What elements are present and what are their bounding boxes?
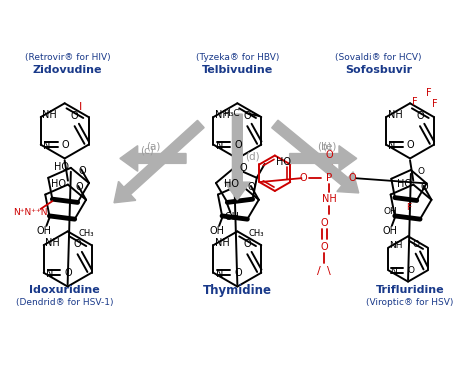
Text: (Retrovir® for HIV): (Retrovir® for HIV) [25, 53, 110, 62]
Text: (Viroptic® for HSV): (Viroptic® for HSV) [366, 298, 454, 307]
Text: O: O [417, 167, 424, 176]
Text: O: O [325, 150, 333, 160]
Text: OH: OH [225, 212, 240, 222]
Text: (a): (a) [146, 142, 161, 152]
Text: O: O [244, 111, 251, 121]
Text: NH: NH [215, 238, 230, 248]
Text: F: F [406, 203, 411, 212]
Text: HO: HO [224, 179, 239, 189]
Text: HO: HO [55, 162, 69, 172]
Text: O: O [349, 173, 356, 183]
Text: (Tyzeka® for HBV): (Tyzeka® for HBV) [196, 53, 279, 62]
Text: (d): (d) [245, 152, 259, 161]
Text: O: O [240, 163, 247, 173]
Text: O: O [416, 111, 424, 121]
Text: N: N [216, 269, 223, 279]
Text: Idoxuridine: Idoxuridine [29, 285, 100, 296]
Text: \: \ [327, 266, 331, 276]
Text: NH: NH [390, 241, 403, 250]
Text: O: O [412, 240, 419, 249]
Polygon shape [120, 146, 186, 171]
Text: N: N [216, 141, 223, 151]
Text: Telbivudine: Telbivudine [202, 65, 273, 75]
Text: Sofosbuvir: Sofosbuvir [345, 65, 412, 75]
Text: HO: HO [51, 179, 66, 189]
Text: O: O [320, 218, 328, 228]
Text: O: O [244, 239, 251, 249]
Text: O: O [420, 182, 428, 192]
Text: F: F [412, 97, 418, 107]
Text: O: O [234, 139, 242, 150]
Text: OH: OH [383, 207, 397, 216]
Text: O: O [408, 266, 415, 275]
Text: NH: NH [42, 110, 57, 120]
Text: OH: OH [210, 226, 225, 236]
Text: HO: HO [276, 157, 292, 167]
Text: O: O [62, 139, 69, 150]
Text: (c): (c) [140, 146, 154, 156]
Text: CH₃: CH₃ [248, 229, 264, 238]
Text: OH: OH [383, 226, 397, 236]
Polygon shape [225, 114, 250, 200]
Text: F: F [426, 88, 432, 98]
Text: P: P [326, 173, 332, 183]
Polygon shape [272, 120, 359, 193]
Text: (e): (e) [322, 142, 337, 152]
Text: O: O [71, 111, 79, 121]
Text: F: F [432, 99, 438, 109]
Text: O: O [300, 173, 307, 183]
Text: N: N [43, 141, 50, 151]
Text: Trifluridine: Trifluridine [376, 285, 444, 296]
Text: Zidovudine: Zidovudine [33, 65, 102, 75]
Text: /: / [318, 266, 321, 276]
Text: O: O [74, 239, 82, 249]
Text: HO: HO [397, 179, 412, 189]
Text: O: O [234, 268, 242, 278]
Text: (Dendrid® for HSV-1): (Dendrid® for HSV-1) [16, 298, 113, 307]
Text: O: O [248, 182, 255, 192]
Text: CH₃: CH₃ [79, 229, 94, 238]
Text: I: I [79, 102, 82, 112]
Polygon shape [290, 146, 357, 171]
Text: O: O [320, 242, 328, 252]
Polygon shape [114, 120, 204, 203]
Text: (b): (b) [317, 142, 331, 152]
Text: O: O [64, 268, 72, 278]
Text: O: O [407, 139, 415, 150]
Text: (Sovaldi® for HCV): (Sovaldi® for HCV) [335, 53, 422, 62]
Text: OH: OH [37, 226, 52, 236]
Text: NH: NH [388, 110, 402, 120]
Text: H₃C: H₃C [223, 108, 239, 118]
Text: N⁺N⁺⁺N: N⁺N⁺⁺N [13, 208, 48, 217]
Text: N: N [388, 141, 396, 151]
Text: O: O [78, 166, 86, 175]
Text: NH: NH [45, 238, 60, 248]
Text: Thymidine: Thymidine [203, 284, 272, 297]
Text: NH: NH [322, 194, 337, 204]
Text: O: O [75, 182, 83, 192]
Text: NH: NH [215, 110, 230, 120]
Text: N: N [390, 267, 397, 276]
Text: N: N [46, 269, 53, 279]
